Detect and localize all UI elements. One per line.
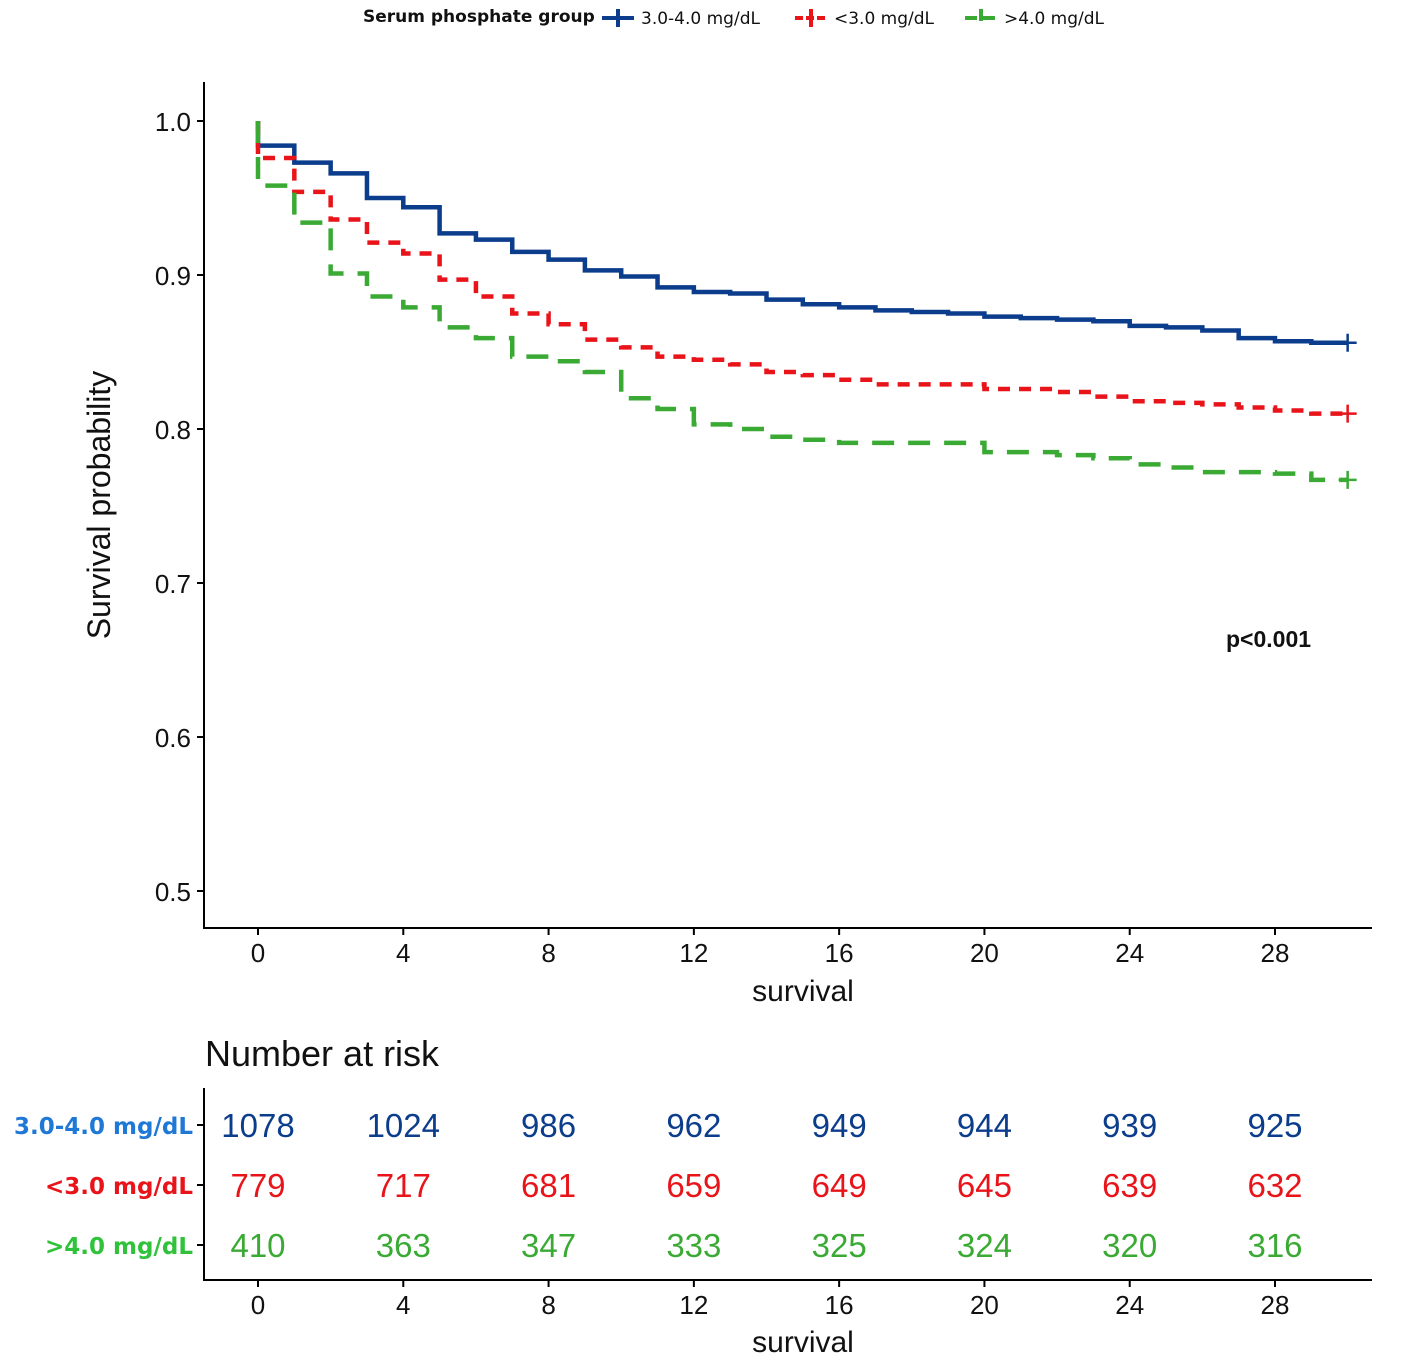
- y-axis-label: Survival probability: [81, 371, 117, 640]
- risk-row-label: >4.0 mg/dL: [45, 1234, 193, 1260]
- x-tick-label: 0: [251, 938, 265, 968]
- plot-area: Survival probability survival p<0.001 0.…: [81, 82, 1372, 1008]
- risk-value: 333: [666, 1227, 721, 1264]
- x-tick-label: 24: [1115, 938, 1144, 968]
- legend: Serum phosphate group 3.0-4.0 mg/dL <3.0 …: [363, 7, 1105, 29]
- censor-mark: [1338, 404, 1357, 423]
- risk-value: 649: [812, 1167, 867, 1204]
- x-tick-label: 28: [1261, 938, 1290, 968]
- risk-value: 925: [1247, 1107, 1302, 1144]
- risk-value: 632: [1247, 1167, 1302, 1204]
- risk-x-tick-label: 12: [679, 1290, 708, 1320]
- risk-value: 363: [376, 1227, 431, 1264]
- risk-value: 986: [521, 1107, 576, 1144]
- risk-value: 410: [230, 1227, 285, 1264]
- risk-value: 1078: [221, 1107, 294, 1144]
- risk-value: 320: [1102, 1227, 1157, 1264]
- legend-key-2: [965, 9, 997, 27]
- risk-value: 659: [666, 1167, 721, 1204]
- legend-label-2: >4.0 mg/dL: [1004, 9, 1105, 29]
- risk-value: 324: [957, 1227, 1012, 1264]
- legend-label-1: <3.0 mg/dL: [834, 9, 935, 29]
- legend-key-1: [795, 9, 827, 27]
- legend-key-0: [602, 9, 634, 27]
- risk-value: 962: [666, 1107, 721, 1144]
- risk-x-tick-label: 16: [825, 1290, 854, 1320]
- risk-value: 717: [376, 1167, 431, 1204]
- x-tick-label: 20: [970, 938, 999, 968]
- survival-curve-0: [255, 121, 1348, 346]
- risk-value: 779: [230, 1167, 285, 1204]
- censor-mark: [1338, 333, 1357, 352]
- risk-x-tick-label: 0: [251, 1290, 265, 1320]
- risk-value: 645: [957, 1167, 1012, 1204]
- legend-title: Serum phosphate group: [363, 7, 595, 27]
- risk-x-tick-label: 4: [396, 1290, 410, 1320]
- risk-value: 639: [1102, 1167, 1157, 1204]
- risk-value: 949: [812, 1107, 867, 1144]
- risk-value: 325: [812, 1227, 867, 1264]
- risk-row-label: <3.0 mg/dL: [45, 1174, 193, 1200]
- censor-mark: [1338, 470, 1357, 489]
- risk-value: 681: [521, 1167, 576, 1204]
- y-tick-label: 1.0: [155, 107, 191, 137]
- y-tick-label: 0.8: [155, 415, 191, 445]
- x-tick-label: 8: [541, 938, 555, 968]
- risk-x-tick-label: 28: [1261, 1290, 1290, 1320]
- survival-curve-1: [255, 121, 1348, 416]
- risk-x-tick-label: 24: [1115, 1290, 1144, 1320]
- x-tick-label: 4: [396, 938, 410, 968]
- x-axis-label: survival: [752, 975, 854, 1008]
- survival-curve-2: [255, 121, 1348, 483]
- risk-value: 939: [1102, 1107, 1157, 1144]
- legend-label-0: 3.0-4.0 mg/dL: [641, 9, 760, 29]
- risk-value: 1024: [367, 1107, 440, 1144]
- y-tick-label: 0.6: [155, 723, 191, 753]
- y-tick-label: 0.9: [155, 261, 191, 291]
- x-tick-label: 12: [679, 938, 708, 968]
- risk-x-axis-label: survival: [752, 1326, 854, 1359]
- risk-table-title: Number at risk: [205, 1033, 440, 1074]
- risk-x-tick-label: 20: [970, 1290, 999, 1320]
- p-value-annotation: p<0.001: [1226, 626, 1311, 652]
- risk-x-tick-label: 8: [541, 1290, 555, 1320]
- risk-value: 944: [957, 1107, 1012, 1144]
- risk-value: 347: [521, 1227, 576, 1264]
- y-tick-label: 0.5: [155, 877, 191, 907]
- risk-table: Number at risk survival 0 4 8 12 16 20 24 28 3.0…: [14, 1033, 1372, 1359]
- risk-row-label: 3.0-4.0 mg/dL: [14, 1114, 193, 1140]
- x-tick-label: 16: [825, 938, 854, 968]
- y-tick-label: 0.7: [155, 569, 191, 599]
- risk-value: 316: [1247, 1227, 1302, 1264]
